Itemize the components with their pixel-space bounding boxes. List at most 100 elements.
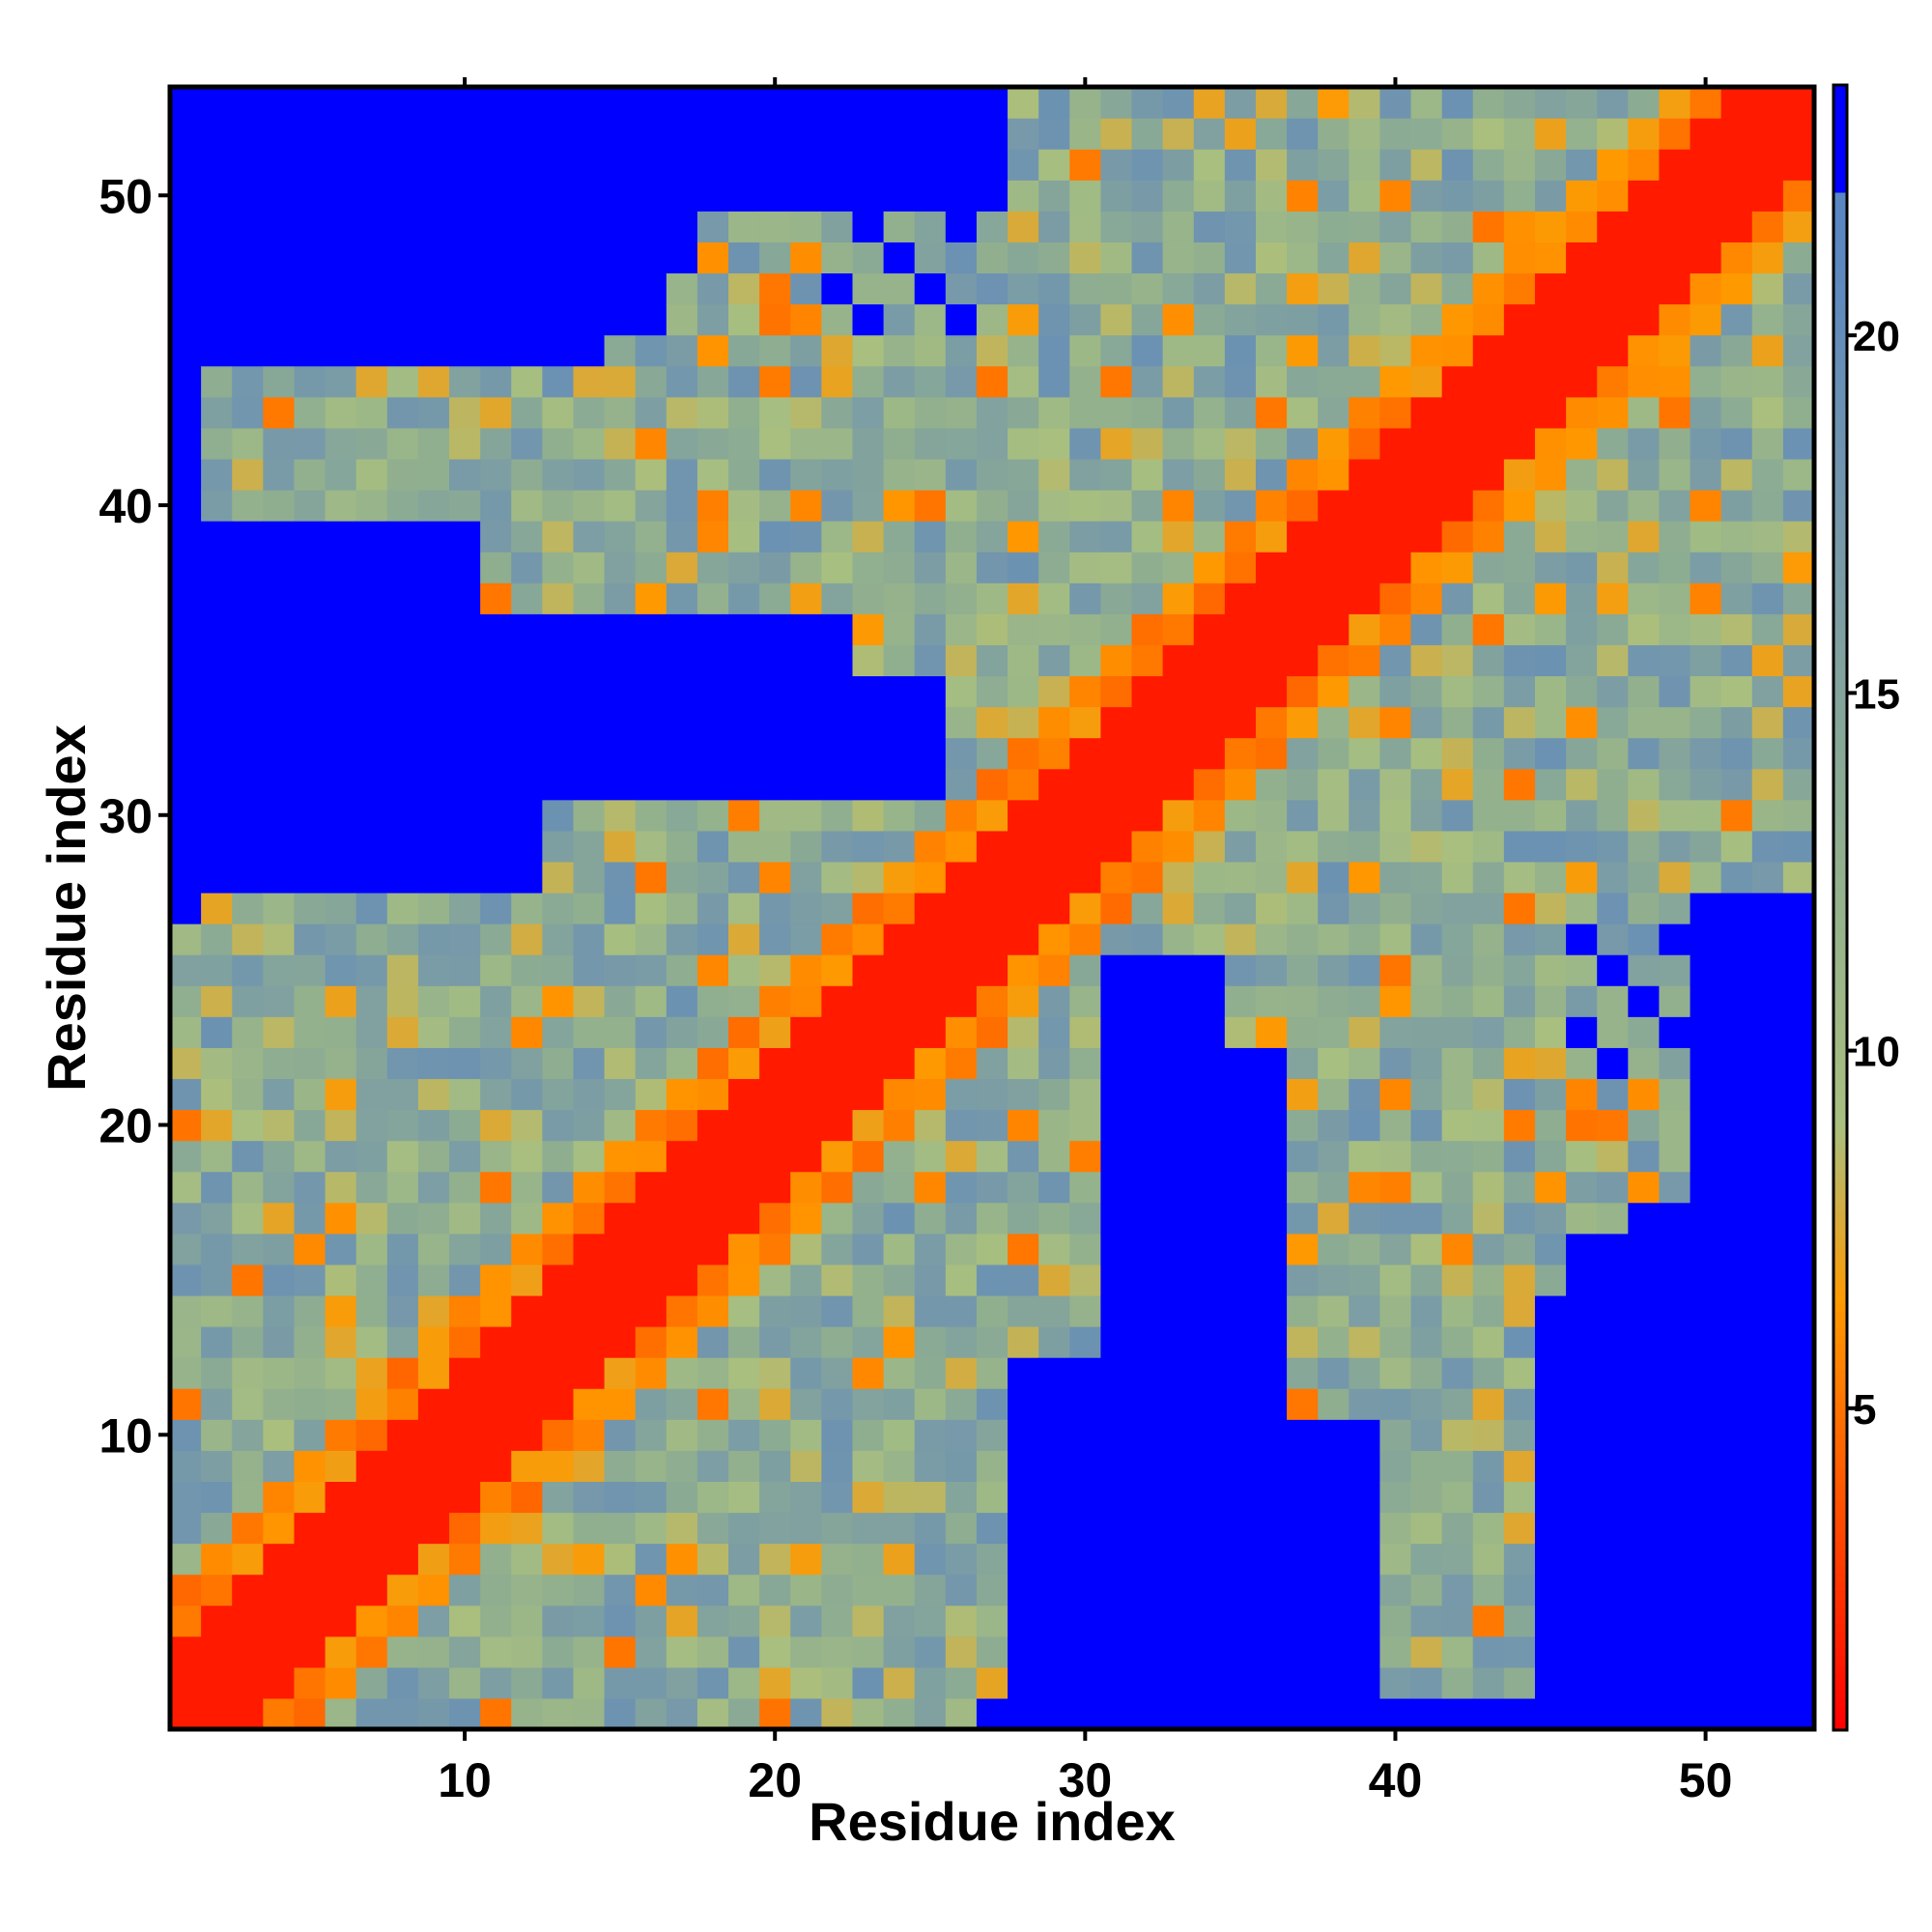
heatmap-cell [790,1419,822,1451]
heatmap-cell [573,211,606,242]
heatmap-cell [1318,892,1350,924]
heatmap-cell [759,1388,791,1420]
heatmap-cell [325,675,357,708]
heatmap-cell [883,149,916,181]
colorbar-segment [1833,479,1847,490]
heatmap-cell [1318,211,1350,242]
heatmap-cell [1410,1171,1443,1204]
heatmap-cell [1287,613,1319,645]
heatmap-cell [511,1202,543,1235]
heatmap-cell [666,211,698,242]
heatmap-cell [294,830,327,863]
heatmap-cell [1193,1326,1226,1358]
heatmap-cell [1162,1388,1195,1420]
heatmap-cell [1162,1450,1195,1482]
heatmap-cell [1349,365,1381,398]
heatmap-cell [728,118,760,150]
heatmap-cell [511,613,543,645]
heatmap-cell [1441,1171,1474,1204]
heatmap-cell [542,1574,575,1606]
heatmap-cell [1255,521,1288,553]
heatmap-cell [1318,1450,1350,1482]
heatmap-cell [1349,242,1381,274]
heatmap-cell [573,799,606,832]
heatmap-cell [1566,675,1598,708]
heatmap-cell [696,1171,729,1204]
heatmap-cell [1162,242,1195,274]
heatmap-cell [201,1574,233,1606]
heatmap-cell [976,272,1009,305]
heatmap-cell [914,1233,947,1265]
heatmap-cell [1100,1202,1133,1235]
heatmap-cell [201,1171,233,1204]
heatmap-cell [852,1140,885,1173]
heatmap-cell [1534,644,1567,677]
heatmap-cell [1224,1481,1257,1514]
heatmap-cell [294,582,327,614]
heatmap-cell [1534,706,1567,739]
heatmap-cell [696,1140,729,1173]
heatmap-cell [852,1450,885,1482]
heatmap-cell [604,458,637,491]
heatmap-cell [1193,303,1226,336]
heatmap-cell [976,1264,1009,1296]
heatmap-cell [386,521,419,553]
heatmap-cell [1503,1666,1536,1699]
heatmap-cell [294,706,327,739]
heatmap-cell [1566,1605,1598,1637]
heatmap-cell [1100,1388,1133,1420]
heatmap-cell [1131,799,1164,832]
heatmap-cell [1659,396,1691,429]
heatmap-cell [294,242,327,274]
heatmap-cell [1503,1140,1536,1173]
heatmap-cell [1690,1171,1722,1204]
heatmap-cell [263,582,296,614]
heatmap-cell [1255,427,1288,460]
heatmap-cell [759,644,791,677]
heatmap-cell [728,830,760,863]
heatmap-cell [1069,1047,1101,1080]
heatmap-cell [1038,396,1070,429]
heatmap-cell [1597,1202,1629,1235]
heatmap-cell [1782,985,1815,1017]
heatmap-cell [449,1666,481,1699]
heatmap-cell [1659,1171,1691,1204]
colorbar-segment [1833,1606,1847,1616]
heatmap-cell [1534,861,1567,894]
heatmap-cell [696,1574,729,1606]
heatmap-cell [386,892,419,924]
heatmap-cell [1720,1326,1753,1358]
heatmap-cell [480,830,512,863]
heatmap-cell [294,1202,327,1235]
heatmap-cell [1069,149,1101,181]
heatmap-cell [170,1264,202,1296]
heatmap-cell [1751,1512,1784,1545]
heatmap-cell [1659,1450,1691,1482]
heatmap-cell [790,303,822,336]
heatmap-cell [1659,1481,1691,1514]
heatmap-cell [883,303,916,336]
heatmap-cell [1751,1450,1784,1482]
heatmap-cell [170,613,202,645]
heatmap-cell [1597,1666,1629,1699]
heatmap-cell [1628,861,1661,894]
heatmap-cell [696,211,729,242]
heatmap-cell [852,1202,885,1235]
heatmap-cell [1503,1605,1536,1637]
heatmap-cell [1441,954,1474,986]
heatmap-cell [1255,613,1288,645]
heatmap-cell [325,458,357,491]
heatmap-cell [852,1357,885,1389]
heatmap-cell [355,118,388,150]
heatmap-cell [883,737,916,770]
heatmap-cell [1472,799,1505,832]
heatmap-cell [1472,1264,1505,1296]
heatmap-cell [573,1419,606,1451]
heatmap-cell [1503,334,1536,367]
heatmap-cell [1597,675,1629,708]
heatmap-cell [1131,458,1164,491]
heatmap-cell [1287,242,1319,274]
heatmap-cell [542,675,575,708]
heatmap-cell [976,799,1009,832]
